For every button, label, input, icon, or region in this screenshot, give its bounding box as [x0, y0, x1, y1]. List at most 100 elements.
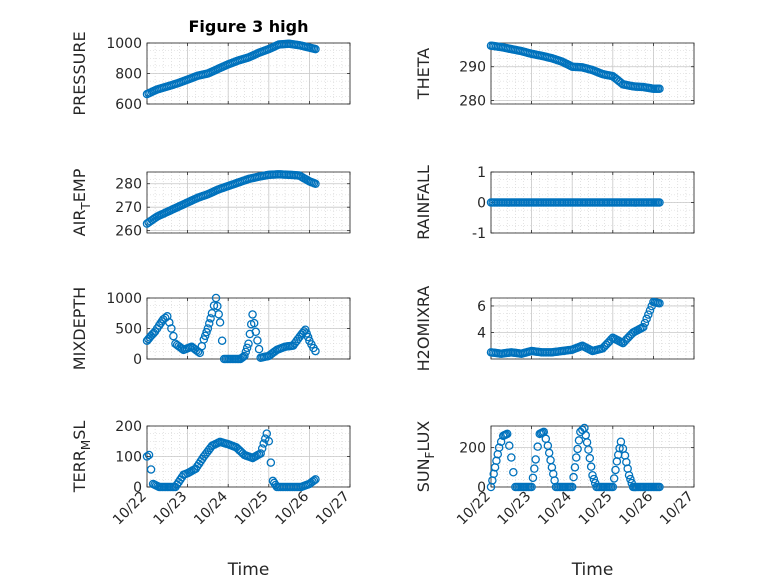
axes-frame: [490, 297, 695, 360]
subplot-7: 0 100 200 10/22 10/23 10/24 10/25 10/26 10/27 TER…: [70, 419, 353, 580]
data-point: [240, 351, 249, 361]
data-point: [567, 482, 577, 492]
data-point: [301, 325, 310, 334]
data-point: [642, 314, 651, 324]
x-tick-label: 10/24: [191, 488, 231, 528]
subplot-3: 260 270 280 AIRTEMP: [70, 168, 351, 240]
data-point: [264, 436, 274, 446]
subplot-1: 600 800 1000 PRESSURE Figure 3 high: [70, 17, 351, 116]
y-tick-label: 260: [115, 224, 142, 240]
data-point: [253, 336, 262, 345]
data-point: [254, 344, 264, 354]
y-axis-label: SUNFLUX: [414, 421, 437, 493]
data-point: [496, 437, 506, 446]
x-axis-label: Time: [571, 560, 614, 580]
data-point: [572, 453, 581, 462]
data-point: [311, 475, 320, 484]
y-tick-label: 0: [477, 196, 486, 212]
data-point: [624, 470, 634, 480]
data-point: [241, 347, 251, 357]
data-point: [509, 467, 518, 477]
data-point: [217, 336, 227, 345]
data-point: [655, 198, 664, 207]
y-axis-label: AIRTEMP: [70, 168, 93, 236]
y-tick-label: 4: [477, 325, 486, 341]
data-point: [266, 458, 276, 467]
data-point: [206, 314, 215, 323]
y-tick-label: 0: [133, 480, 142, 496]
x-axis-label: Time: [227, 560, 270, 580]
data-point: [570, 463, 580, 472]
y-axis-label: H2OMIXRA: [414, 286, 433, 372]
y-tick-label: 270: [115, 200, 142, 216]
data-point: [655, 84, 664, 94]
data-point: [589, 474, 599, 484]
y-tick-label: 280: [459, 94, 486, 110]
data-point: [199, 335, 209, 344]
subplot-8: 0 200 10/22 10/23 10/24 10/25 10/26 10/27 SUNFLU…: [414, 421, 697, 580]
y-tick-label: 0: [133, 352, 142, 368]
y-tick-label: 290: [459, 60, 486, 76]
x-tick-label: 10/22: [454, 489, 494, 529]
data-point: [655, 482, 664, 492]
y-tick-label: 1000: [106, 36, 142, 52]
data-point: [209, 301, 219, 310]
x-tick-label: 10/22: [110, 489, 150, 529]
data-point: [645, 306, 655, 315]
data-point: [144, 450, 154, 460]
data-point: [259, 439, 268, 448]
x-tick-label: 10/24: [535, 488, 575, 528]
data-point: [311, 44, 320, 54]
data-point: [262, 429, 272, 438]
data-point: [200, 331, 210, 341]
y-tick-label: -1: [472, 226, 486, 242]
data-point: [146, 465, 156, 474]
y-axis-label: TERRMSL: [70, 421, 93, 494]
x-tick-label: 10/25: [576, 489, 616, 529]
subplot-4: -1 0 1 RAINFALL: [414, 165, 695, 242]
y-tick-label: 6: [477, 299, 486, 315]
data-point: [588, 470, 597, 480]
data-point: [202, 327, 211, 337]
y-tick-label: 500: [115, 322, 142, 338]
x-tick-label: 10/23: [151, 489, 191, 529]
data-point: [148, 330, 157, 339]
data-point: [530, 464, 539, 473]
y-tick-label: 280: [115, 177, 142, 193]
data-point: [311, 179, 320, 188]
y-axis-label: MIXDEPTH: [70, 287, 89, 370]
data-point: [574, 436, 584, 445]
x-tick-label: 10/26: [272, 488, 312, 528]
data-point: [177, 344, 187, 353]
y-tick-label: 1: [477, 165, 486, 181]
y-tick-label: 100: [115, 450, 142, 466]
data-point: [531, 455, 540, 464]
data-point: [585, 453, 595, 463]
y-tick-label: 800: [115, 67, 142, 83]
data-point: [303, 332, 313, 342]
axes-frame: [146, 171, 351, 234]
data-point: [626, 474, 635, 484]
data-point: [640, 318, 650, 328]
data-point: [611, 465, 620, 475]
subplot-2: 280 290 THETA: [414, 41, 695, 110]
y-tick-label: 200: [115, 419, 142, 435]
x-tick-label: 10/23: [495, 489, 535, 529]
data-point: [309, 476, 319, 485]
subplot-6: 4 6 H2OMIXRA: [414, 286, 695, 372]
axes-frame: [490, 42, 695, 105]
data-point: [167, 324, 176, 333]
data-point: [205, 319, 214, 328]
data-point: [213, 301, 222, 311]
x-tick-label: 10/25: [232, 489, 272, 529]
data-point: [507, 453, 516, 462]
data-point: [584, 445, 593, 454]
y-tick-label: 1000: [106, 291, 142, 307]
data-point: [528, 473, 538, 483]
data-point: [211, 293, 221, 303]
data-point: [256, 449, 265, 458]
data-point: [639, 322, 648, 332]
y-tick-label: 200: [459, 441, 486, 457]
data-point: [302, 329, 311, 338]
